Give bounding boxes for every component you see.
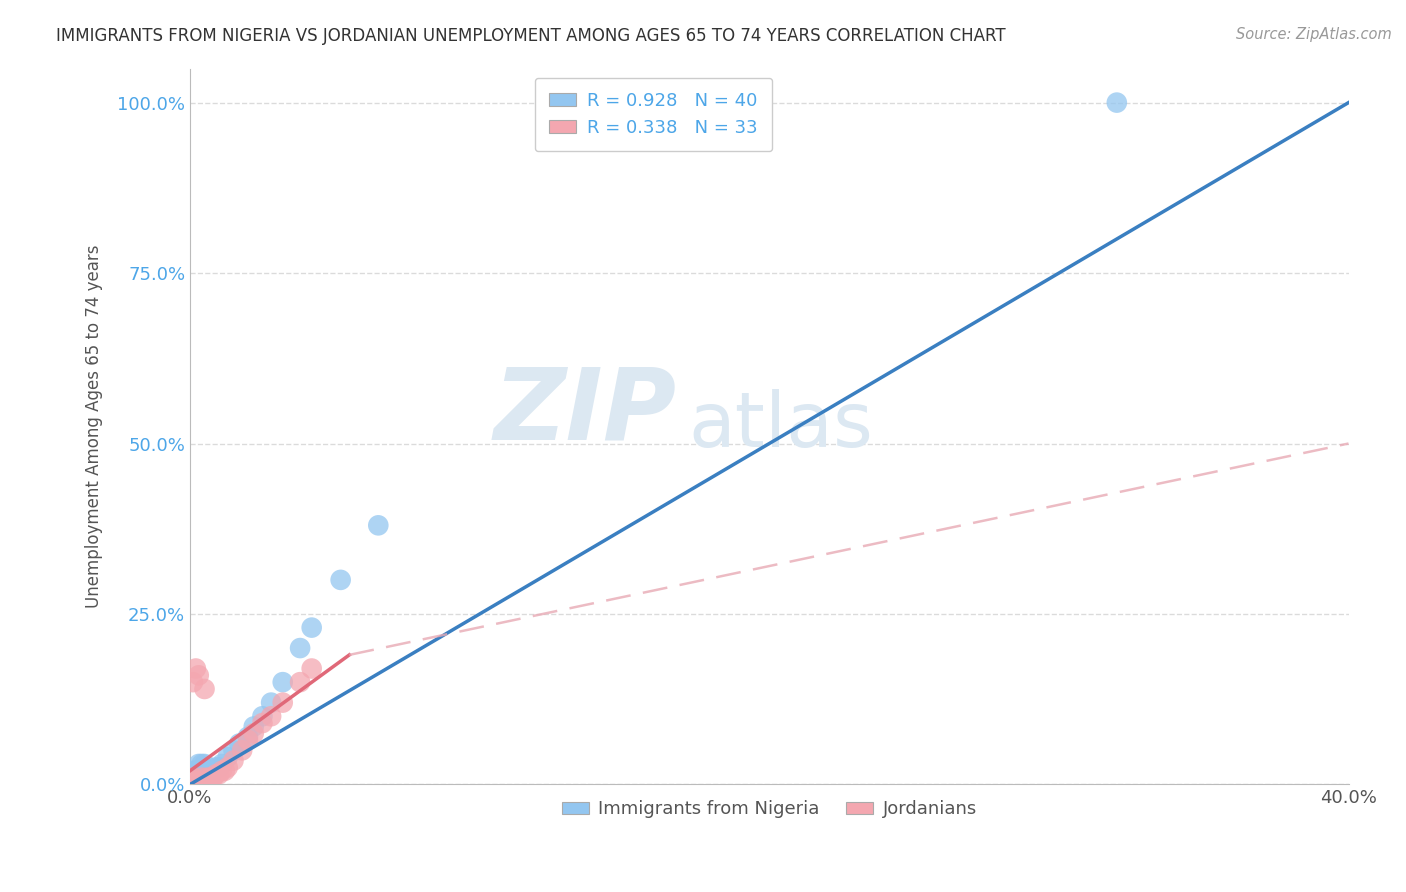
Point <box>1105 95 1128 110</box>
Point <box>236 733 259 747</box>
Point <box>187 756 209 771</box>
Point <box>214 764 236 778</box>
Point <box>190 756 212 771</box>
Point <box>236 730 259 744</box>
Point <box>197 771 219 785</box>
Point <box>217 750 239 764</box>
Point <box>184 767 207 781</box>
Point <box>271 675 294 690</box>
Point <box>228 737 250 751</box>
Point <box>184 774 207 789</box>
Point <box>197 764 219 778</box>
Point <box>301 621 323 635</box>
Point <box>187 774 209 789</box>
Point <box>190 777 212 791</box>
Point <box>184 771 207 785</box>
Point <box>260 696 283 710</box>
Point <box>184 777 207 791</box>
Point <box>222 743 245 757</box>
Point <box>242 719 264 733</box>
Text: Source: ZipAtlas.com: Source: ZipAtlas.com <box>1236 27 1392 42</box>
Point <box>181 771 204 785</box>
Point <box>202 771 225 785</box>
Point <box>190 764 212 778</box>
Point <box>181 777 204 791</box>
Point <box>211 756 233 771</box>
Point <box>329 573 352 587</box>
Point <box>252 716 274 731</box>
Point <box>231 743 253 757</box>
Point <box>193 681 215 696</box>
Point <box>288 675 311 690</box>
Point <box>217 760 239 774</box>
Text: ZIP: ZIP <box>494 364 676 460</box>
Point <box>184 774 207 789</box>
Point <box>205 767 228 781</box>
Point <box>208 760 231 774</box>
Point <box>271 696 294 710</box>
Point <box>252 709 274 723</box>
Point <box>200 777 222 791</box>
Text: atlas: atlas <box>688 390 873 464</box>
Point <box>205 760 228 774</box>
Point <box>184 764 207 778</box>
Point <box>187 777 209 791</box>
Point <box>187 777 209 791</box>
Point <box>288 641 311 656</box>
Point <box>181 771 204 785</box>
Point <box>301 661 323 675</box>
Point <box>187 771 209 785</box>
Point <box>208 767 231 781</box>
Point <box>202 764 225 778</box>
Point <box>184 661 207 675</box>
Point <box>197 771 219 785</box>
Point <box>211 764 233 778</box>
Point <box>181 777 204 791</box>
Point <box>367 518 389 533</box>
Point <box>181 774 204 789</box>
Point <box>184 777 207 791</box>
Point <box>190 771 212 785</box>
Point <box>181 675 204 690</box>
Point <box>222 754 245 768</box>
Point <box>193 764 215 778</box>
Text: IMMIGRANTS FROM NIGERIA VS JORDANIAN UNEMPLOYMENT AMONG AGES 65 TO 74 YEARS CORR: IMMIGRANTS FROM NIGERIA VS JORDANIAN UNE… <box>56 27 1005 45</box>
Point <box>200 764 222 778</box>
Point <box>193 777 215 791</box>
Point <box>260 709 283 723</box>
Point <box>200 771 222 785</box>
Point <box>242 726 264 740</box>
Point <box>197 777 219 791</box>
Point <box>181 764 204 778</box>
Point <box>190 771 212 785</box>
Point <box>187 668 209 682</box>
Point <box>193 771 215 785</box>
Point <box>193 756 215 771</box>
Point <box>187 764 209 778</box>
Point <box>181 774 204 789</box>
Legend: Immigrants from Nigeria, Jordanians: Immigrants from Nigeria, Jordanians <box>554 793 984 825</box>
Point <box>200 771 222 785</box>
Y-axis label: Unemployment Among Ages 65 to 74 years: Unemployment Among Ages 65 to 74 years <box>86 244 103 608</box>
